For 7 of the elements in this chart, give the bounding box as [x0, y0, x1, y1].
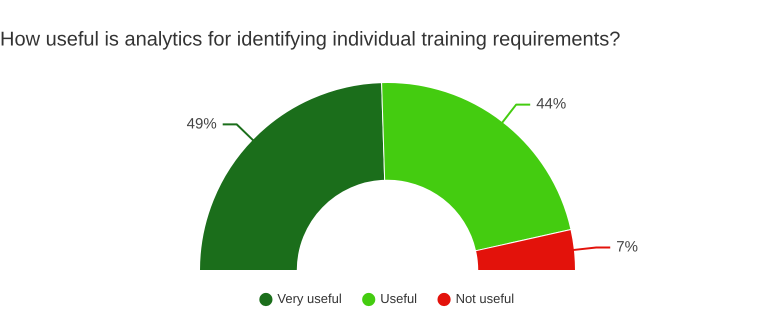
data-label: 44% [536, 96, 566, 113]
legend-label: Not useful [456, 291, 514, 306]
legend-label: Very useful [277, 291, 342, 306]
legend-label: Useful [380, 291, 418, 306]
chart-title: How useful is analytics for identifying individual training requirements? [0, 28, 620, 51]
data-label: 7% [616, 238, 638, 256]
data-label: 49% [186, 116, 217, 132]
